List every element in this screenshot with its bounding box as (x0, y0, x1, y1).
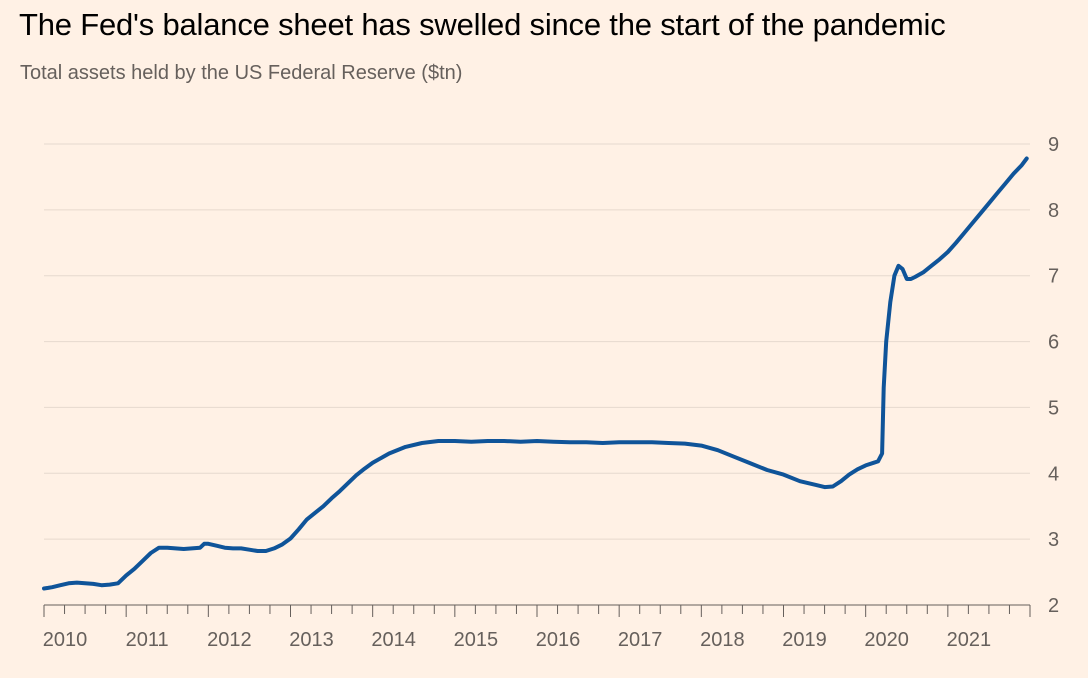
x-tick-label-2012: 2012 (207, 629, 252, 651)
y-axis-labels: 2 3 4 5 6 7 8 9 (1048, 134, 1059, 617)
chart-title: The Fed's balance sheet has swelled sinc… (19, 7, 946, 42)
series-layer (42, 156, 1029, 591)
x-tick-label-2016: 2016 (536, 629, 581, 651)
x-tick-label-2013: 2013 (289, 629, 334, 651)
x-tick-label-2019: 2019 (782, 629, 827, 651)
chart-subtitle: Total assets held by the US Federal Rese… (20, 62, 463, 84)
x-tick-label-2018: 2018 (700, 629, 745, 651)
x-tick-label-2011: 2011 (126, 629, 169, 651)
x-tick-label-2021: 2021 (947, 629, 992, 651)
y-tick-label-3: 3 (1048, 529, 1059, 551)
y-tick-label-2: 2 (1048, 595, 1059, 617)
y-tick-label-8: 8 (1048, 200, 1059, 222)
y-tick-label-9: 9 (1048, 134, 1059, 156)
y-tick-label-6: 6 (1048, 332, 1059, 354)
x-tick-label-2014: 2014 (371, 629, 416, 651)
x-tick-label-2015: 2015 (454, 629, 499, 651)
series-line-0 (42, 156, 1029, 591)
gridlines (44, 143, 1030, 540)
y-tick-label-5: 5 (1048, 397, 1059, 419)
y-tick-label-7: 7 (1048, 266, 1059, 288)
x-tick-label-2017: 2017 (618, 629, 663, 651)
y-tick-label-4: 4 (1048, 463, 1059, 485)
x-tick-label-2020: 2020 (864, 629, 909, 651)
x-tick-label-2010: 2010 (43, 629, 88, 651)
x-axis: 2010 2011 2012 2013 2014 2015 2016 2017 2018 2019… (43, 604, 1031, 651)
